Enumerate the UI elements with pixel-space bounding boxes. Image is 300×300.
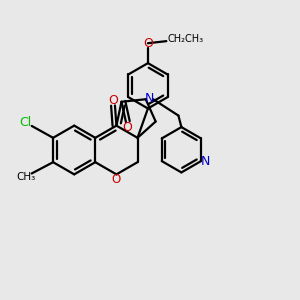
Text: O: O bbox=[122, 121, 132, 134]
Text: N: N bbox=[145, 92, 154, 105]
Text: O: O bbox=[143, 37, 153, 50]
Text: N: N bbox=[200, 155, 210, 168]
Text: CH₃: CH₃ bbox=[16, 172, 35, 182]
Text: CH₂CH₃: CH₂CH₃ bbox=[168, 34, 204, 44]
Text: Cl: Cl bbox=[19, 116, 31, 130]
Text: O: O bbox=[109, 94, 118, 106]
Text: O: O bbox=[112, 172, 121, 186]
